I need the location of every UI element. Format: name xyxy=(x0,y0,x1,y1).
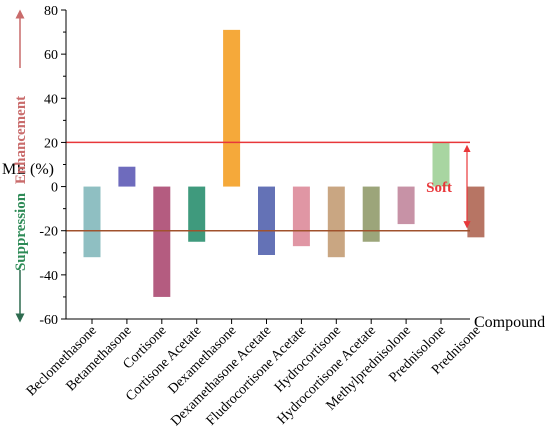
y-tick-label: -60 xyxy=(39,313,58,328)
bar-hydrocortisone-acetate xyxy=(362,186,380,242)
bar-methylprednisolone xyxy=(397,186,415,225)
bar-prednisone xyxy=(467,186,485,238)
bar-cortisone-acetate xyxy=(188,186,206,242)
y-tick-label: -40 xyxy=(39,269,58,284)
x-axis-title: Compound xyxy=(474,314,545,331)
y-tick-label: 20 xyxy=(44,136,58,151)
x-axis-ticks: BeclomethasoneBetamethasoneCortisoneCort… xyxy=(24,319,484,429)
enhancement-label: Enhancement xyxy=(13,96,29,184)
bar-dexamethasone-acetate xyxy=(258,186,275,255)
bar-hydrocortisone xyxy=(327,186,345,258)
y-tick-label: 0 xyxy=(51,181,58,196)
bar-prednisolone xyxy=(432,142,450,187)
bar-cortisone xyxy=(153,186,171,297)
y-axis-ticks: 80 60 40 20 0 -20 -40 -60 xyxy=(39,4,66,328)
bar-beclomethasone xyxy=(83,186,101,258)
y-tick-label: 60 xyxy=(44,48,58,63)
bar-fludrocortisone-acetate xyxy=(292,186,310,247)
y-tick-label: 40 xyxy=(44,92,58,107)
y-tick-label: 80 xyxy=(44,4,58,19)
y-tick-label: -20 xyxy=(39,225,58,240)
reference-lines xyxy=(66,141,470,232)
suppression-label: Suppression xyxy=(13,192,29,271)
bars-layer xyxy=(83,29,485,297)
soft-label: Soft xyxy=(426,180,452,196)
bar-betamethasone xyxy=(118,166,136,187)
bar-dexamethasone xyxy=(223,29,241,187)
y-axis-title: ME (%) xyxy=(2,161,54,178)
